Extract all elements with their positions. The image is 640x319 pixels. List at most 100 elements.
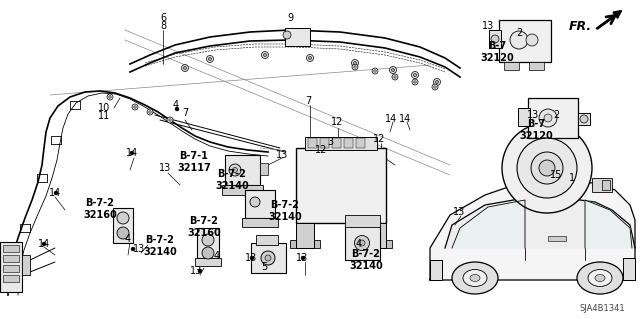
Text: 2: 2	[516, 28, 522, 38]
Text: 13: 13	[482, 21, 494, 31]
Bar	[528, 98, 578, 138]
Bar	[578, 113, 590, 125]
Bar	[430, 260, 442, 280]
Text: 5: 5	[261, 262, 267, 272]
Text: 4: 4	[356, 239, 362, 249]
Ellipse shape	[539, 160, 555, 176]
Text: 6: 6	[160, 13, 166, 23]
Ellipse shape	[283, 31, 291, 39]
Text: B-7
32120: B-7 32120	[519, 119, 553, 141]
Bar	[623, 258, 635, 280]
Bar	[3, 265, 19, 272]
Text: 13: 13	[276, 150, 288, 160]
Ellipse shape	[352, 64, 358, 70]
Ellipse shape	[147, 109, 153, 115]
Ellipse shape	[250, 256, 254, 260]
Ellipse shape	[354, 66, 356, 68]
Bar	[504, 62, 519, 70]
Ellipse shape	[353, 62, 356, 64]
Bar	[260, 163, 268, 175]
Ellipse shape	[544, 114, 552, 122]
Ellipse shape	[413, 81, 416, 83]
Text: B-7-2
32160: B-7-2 32160	[187, 216, 221, 238]
Text: 12: 12	[373, 134, 385, 144]
Text: 13: 13	[296, 253, 308, 263]
Ellipse shape	[169, 119, 172, 121]
Ellipse shape	[232, 167, 237, 173]
Ellipse shape	[132, 104, 138, 110]
Text: 14: 14	[126, 148, 138, 158]
Text: 13: 13	[245, 253, 257, 263]
Ellipse shape	[392, 69, 394, 71]
Ellipse shape	[531, 152, 563, 184]
Text: B-7-2
32160: B-7-2 32160	[83, 198, 117, 220]
Bar	[499, 20, 551, 62]
Bar	[529, 62, 544, 70]
Ellipse shape	[148, 111, 151, 113]
Text: 7: 7	[305, 96, 311, 106]
Bar	[0, 242, 22, 292]
Bar	[3, 245, 19, 252]
Ellipse shape	[355, 235, 369, 250]
Text: 7: 7	[182, 108, 188, 118]
Text: 4: 4	[214, 251, 220, 261]
Ellipse shape	[250, 197, 260, 207]
Text: B-7-1
32117: B-7-1 32117	[177, 151, 211, 173]
Bar	[296, 223, 314, 248]
Ellipse shape	[308, 56, 312, 60]
Ellipse shape	[433, 78, 440, 85]
Ellipse shape	[517, 138, 577, 198]
Ellipse shape	[412, 79, 418, 85]
Ellipse shape	[261, 251, 275, 265]
Bar	[197, 228, 219, 258]
Text: 15: 15	[550, 170, 562, 180]
Ellipse shape	[412, 71, 419, 78]
Bar	[3, 275, 19, 282]
Bar	[592, 178, 612, 192]
Ellipse shape	[463, 270, 487, 286]
Bar	[356, 138, 365, 148]
Bar	[345, 225, 380, 260]
Ellipse shape	[510, 31, 528, 49]
Text: 14: 14	[38, 239, 50, 249]
Ellipse shape	[117, 212, 129, 224]
Ellipse shape	[109, 96, 111, 98]
Text: SJA4B1341: SJA4B1341	[579, 304, 625, 313]
Ellipse shape	[117, 227, 129, 239]
Polygon shape	[445, 198, 635, 248]
Ellipse shape	[209, 57, 211, 61]
Ellipse shape	[435, 80, 438, 84]
Ellipse shape	[588, 270, 612, 286]
Text: 13: 13	[159, 163, 171, 173]
Ellipse shape	[307, 55, 314, 62]
Text: B-7-2
32140: B-7-2 32140	[349, 249, 383, 271]
Ellipse shape	[107, 94, 113, 100]
Text: FR.: FR.	[568, 19, 591, 33]
Bar	[305, 137, 377, 150]
Ellipse shape	[175, 107, 179, 111]
Bar	[225, 155, 260, 185]
Ellipse shape	[470, 275, 480, 281]
Ellipse shape	[198, 269, 202, 273]
Ellipse shape	[167, 117, 173, 123]
Text: 12: 12	[331, 117, 343, 127]
Ellipse shape	[434, 86, 436, 88]
Text: 1: 1	[569, 173, 575, 183]
Polygon shape	[585, 200, 632, 248]
Bar	[256, 235, 278, 245]
Ellipse shape	[264, 54, 266, 56]
Ellipse shape	[202, 247, 214, 259]
Bar	[602, 180, 610, 190]
Bar	[285, 28, 310, 46]
Ellipse shape	[539, 109, 557, 127]
Bar	[245, 190, 275, 218]
Text: 4: 4	[173, 100, 179, 110]
Ellipse shape	[265, 255, 271, 261]
Text: 14: 14	[399, 114, 411, 124]
Ellipse shape	[372, 68, 378, 74]
Text: 12: 12	[315, 145, 327, 155]
Ellipse shape	[301, 256, 305, 260]
Ellipse shape	[351, 60, 358, 66]
Bar	[222, 185, 263, 195]
Ellipse shape	[359, 240, 365, 246]
